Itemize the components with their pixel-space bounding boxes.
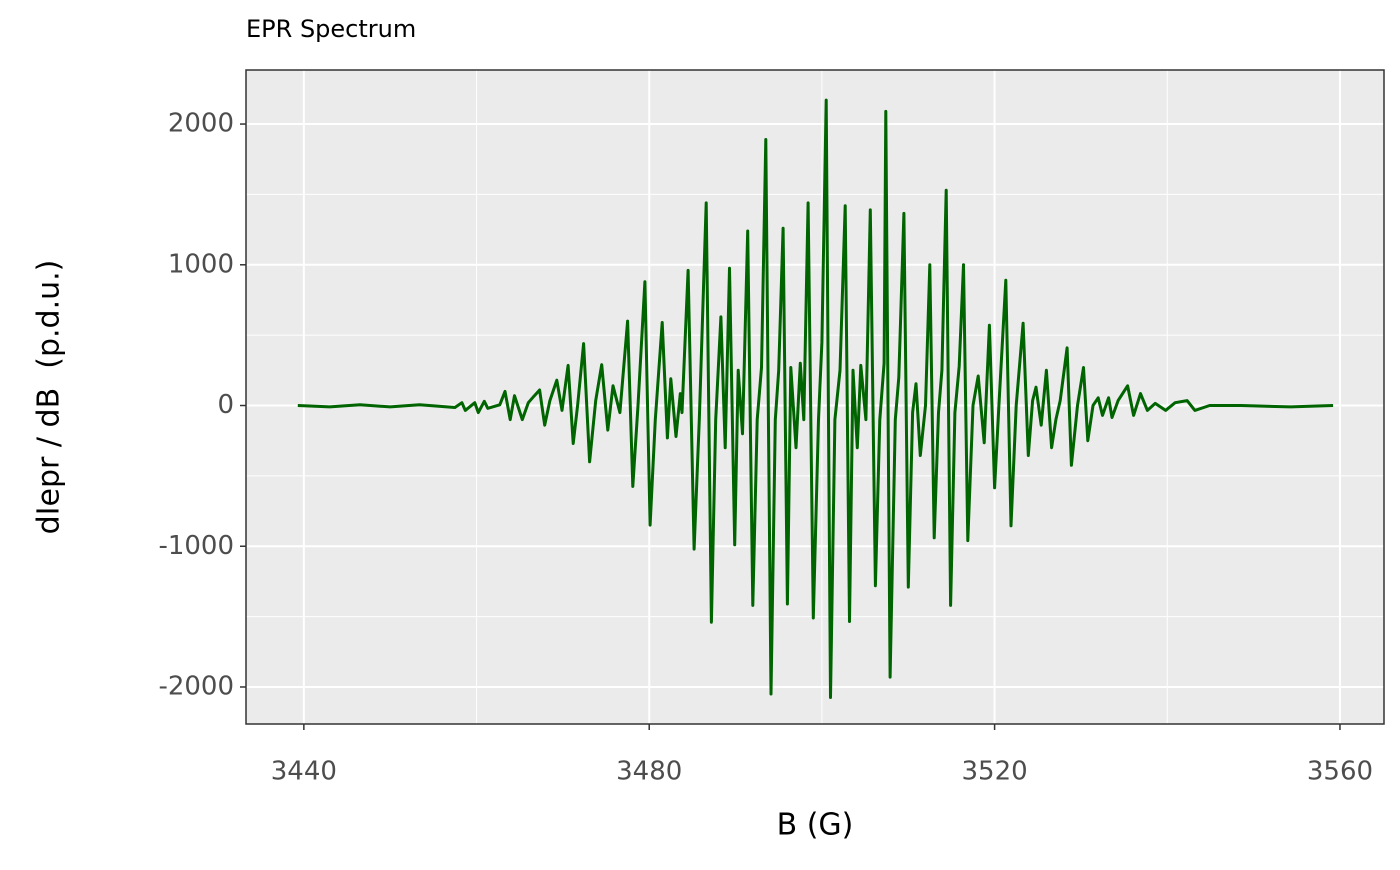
x-axis-title: B (G): [777, 808, 854, 843]
y-tick-label: -1000: [158, 531, 234, 561]
y-tick-label: -2000: [158, 671, 234, 701]
spectrum-line: [297, 98, 1334, 699]
plot-border: [245, 69, 1385, 725]
x-tick-label: 3480: [616, 757, 682, 787]
y-tick-label: 2000: [168, 109, 234, 139]
y-tick-label: 1000: [168, 249, 234, 279]
x-tick-label: 3440: [271, 757, 337, 787]
x-tick-label: 3560: [1307, 757, 1373, 787]
plot-background: [246, 70, 1384, 724]
y-tick-label: 0: [217, 390, 234, 420]
y-axis-title: dIepr / dB (p.d.u.): [32, 260, 67, 535]
chart-title: EPR Spectrum: [246, 15, 416, 43]
x-tick-label: 3520: [962, 757, 1028, 787]
